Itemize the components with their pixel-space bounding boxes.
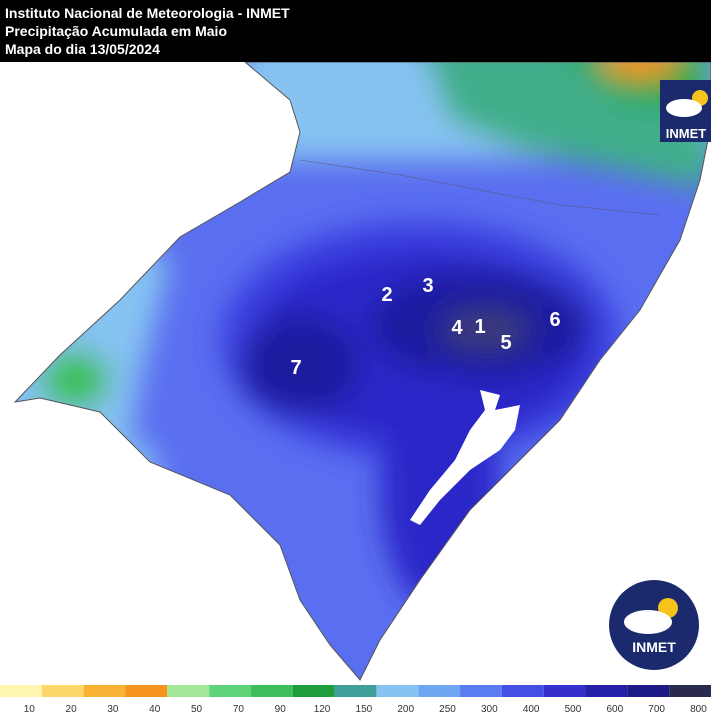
colorbar-swatch [209, 685, 251, 697]
map-marker: 3 [422, 275, 433, 297]
legend-text: Canela: 604,4 mm [46, 591, 156, 606]
colorbar-label: 400 [523, 704, 540, 715]
colorbar-swatch [669, 685, 711, 697]
colorbar-swatch [41, 685, 84, 697]
legend-text: Soledade: 635,4 mm [46, 518, 171, 533]
colorbar-label: 700 [648, 704, 665, 715]
state-border [13, 61, 711, 681]
colorbar-swatch [376, 685, 419, 697]
legend-number: 3 [28, 540, 38, 559]
logo-text: INMET [666, 126, 707, 141]
colorbar-swatch [0, 685, 42, 697]
colorbar-label: 150 [356, 704, 373, 715]
legend-text: Caxias do Sul: 707,2 mm [46, 494, 198, 509]
header-line: Instituto Nacional de Meteorologia - INM… [5, 5, 290, 21]
legend-number: 7 [28, 637, 38, 656]
colorbar-swatch [125, 685, 168, 697]
colorbar-label: 20 [66, 704, 78, 715]
header-bar [0, 0, 711, 62]
map-marker: 5 [500, 332, 511, 354]
colorbar-label: 500 [565, 704, 582, 715]
colorbar-swatch [501, 685, 544, 697]
map-marker: 2 [381, 284, 392, 306]
colorbar-swatch [250, 685, 293, 697]
legend-number: 1 [28, 491, 37, 510]
legend-text: Santa Maria: 492,1 mm [46, 640, 186, 655]
colorbar-label: 250 [439, 704, 456, 715]
colorbar-label: 10 [24, 704, 36, 715]
map-marker: 1 [474, 316, 485, 338]
legend-text: Bento Gonçalves: 630,8 mm [46, 567, 219, 582]
legend-number: 5 [28, 588, 38, 607]
logo-text: INMET [632, 639, 676, 655]
lagoon [410, 390, 520, 525]
legend-text: Serafina Corrêa: 634,8 mm [46, 543, 210, 558]
colorbar-swatch [83, 685, 126, 697]
map-marker: 7 [290, 357, 301, 379]
region-border [299, 159, 661, 216]
colorbar-swatch [460, 685, 502, 697]
colorbar-label: 120 [314, 704, 331, 715]
logo-bottom: INMET [609, 580, 699, 670]
header-line: Mapa do dia 13/05/2024 [5, 41, 160, 57]
logo-top: INMET [660, 80, 711, 142]
colorbar-label: 300 [481, 704, 498, 715]
colorbar-label: 40 [149, 704, 161, 715]
colorbar-label: 800 [690, 704, 707, 715]
legend-number: 2 [27, 515, 38, 534]
colorbar-label: 30 [107, 704, 119, 715]
colorbar-swatch [292, 685, 335, 697]
colorbar-label: 70 [233, 704, 245, 715]
map-marker: 4 [451, 317, 463, 339]
colorbar-label: 200 [397, 704, 414, 715]
colorbar-label: 50 [191, 704, 203, 715]
header: Instituto Nacional de Meteorologia - INM… [5, 5, 290, 57]
colorbar-swatch [167, 685, 210, 697]
colorbar-swatch [334, 685, 377, 697]
legend-number: 4 [28, 564, 37, 583]
colorbar-swatch [418, 685, 461, 697]
colorbar-label: 90 [275, 704, 287, 715]
legend-text: Cambará do Sul: 552,8 mm [46, 616, 212, 631]
colorbar-swatch [627, 685, 670, 697]
colorbar-swatch [543, 685, 586, 697]
legend-number: 6 [28, 613, 38, 632]
header-line: Precipitação Acumulada em Maio [5, 23, 227, 39]
map-marker: 6 [549, 309, 560, 331]
colorbar-swatch [585, 685, 628, 697]
colorbar-label: 600 [606, 704, 623, 715]
